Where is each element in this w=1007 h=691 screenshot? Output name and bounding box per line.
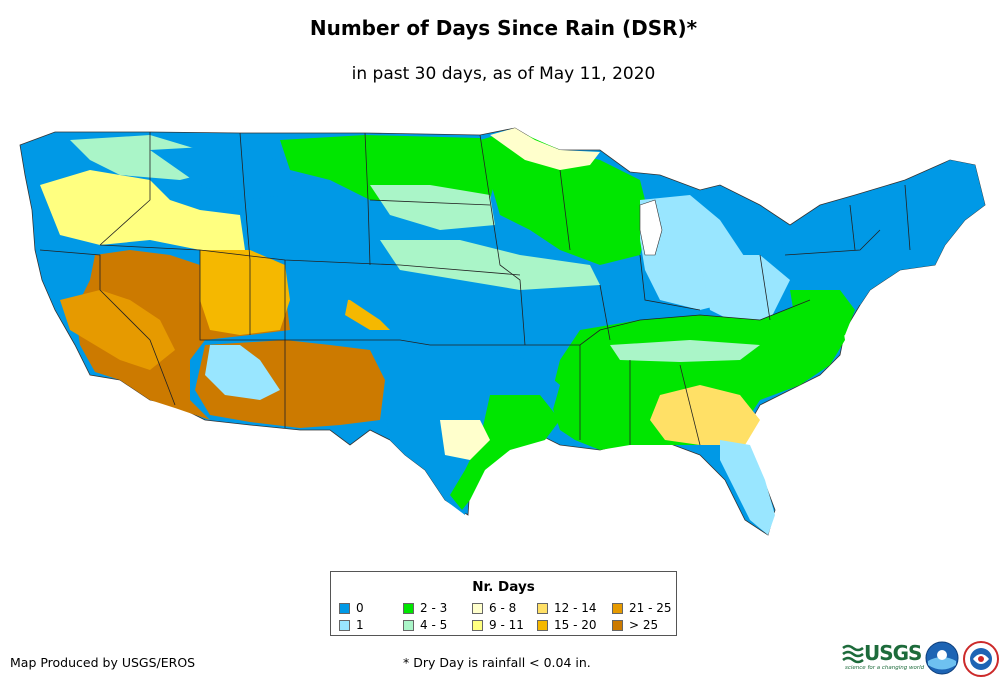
region-southwest-orange (60, 290, 175, 370)
legend-label: 12 - 14 (554, 601, 597, 615)
legend-item: > 25 (612, 619, 658, 633)
legend-item: 12 - 14 (537, 602, 597, 616)
map-subtitle: in past 30 days, as of May 11, 2020 (351, 64, 656, 84)
legend-label: 0 (356, 601, 364, 615)
legend-label: 2 - 3 (420, 601, 448, 615)
region-ne-mint (380, 240, 600, 290)
region-northeast-blue (780, 160, 985, 305)
region-texas-green (450, 395, 560, 510)
legend-item: 0 (339, 602, 364, 616)
footnote-text: * Dry Day is rainfall < 0.04 in. (403, 655, 591, 670)
legend-item: 2 - 3 (403, 602, 447, 616)
region-mid-atlantic-green (790, 290, 855, 340)
legend-item: 6 - 8 (472, 602, 516, 616)
region-texas-yellow (440, 420, 490, 460)
region-utah-orange (200, 250, 290, 335)
legend: Nr. Days 0 1 2 - 3 4 - 5 6 - 8 9 - 11 12 - 14 1… (330, 571, 677, 636)
region-ohio-lightblue (700, 255, 790, 325)
region-west-yellow (40, 170, 245, 250)
legend-label: 21 - 25 (629, 601, 672, 615)
region-rockies-blue (150, 145, 300, 200)
lake-michigan (639, 199, 663, 256)
usgs-logo: USGS science for a changing world (842, 641, 925, 675)
legend-label: 4 - 5 (420, 618, 448, 632)
region-florida-lightblue (720, 440, 775, 535)
legend-swatch (403, 603, 414, 614)
legend-label: 9 - 11 (489, 618, 524, 632)
region-upper-mw-green (480, 130, 650, 265)
legend-item: 15 - 20 (537, 619, 597, 633)
legend-swatch (403, 620, 414, 631)
region-georgia-yellow (650, 385, 760, 445)
region-southeast-green (550, 300, 845, 450)
us-dsr-map (19, 127, 986, 536)
legend-title: Nr. Days (472, 579, 535, 595)
noaa-logo (925, 641, 959, 675)
legend-item: 1 (339, 619, 364, 633)
nws-logo (963, 641, 999, 677)
map-title: Number of Days Since Rain (DSR)* (309, 16, 698, 40)
credit-text: Map Produced by USGS/EROS (10, 655, 196, 670)
legend-item: 9 - 11 (472, 619, 524, 633)
legend-swatch (612, 620, 623, 631)
legend-label: 1 (356, 618, 364, 632)
legend-swatch (339, 603, 350, 614)
legend-label: 6 - 8 (489, 601, 517, 615)
legend-swatch (472, 603, 483, 614)
legend-swatch (339, 620, 350, 631)
state-boundaries (39, 132, 911, 446)
region-tn-mint (610, 340, 760, 362)
region-nd-mint (370, 185, 495, 230)
legend-swatch (612, 603, 623, 614)
legend-item: 4 - 5 (403, 619, 447, 633)
legend-label: 15 - 20 (554, 618, 597, 632)
legend-label: > 25 (629, 618, 659, 632)
usgs-logo-text: USGS (864, 641, 922, 665)
legend-swatch (472, 620, 483, 631)
usgs-wave-icon (842, 644, 864, 664)
legend-swatch (537, 603, 548, 614)
region-mn-yellow (490, 128, 600, 170)
region-az-lightblue (205, 345, 280, 400)
usgs-tagline: science for a changing world (845, 665, 925, 671)
legend-item: 21 - 25 (612, 602, 672, 616)
legend-swatch (537, 620, 548, 631)
